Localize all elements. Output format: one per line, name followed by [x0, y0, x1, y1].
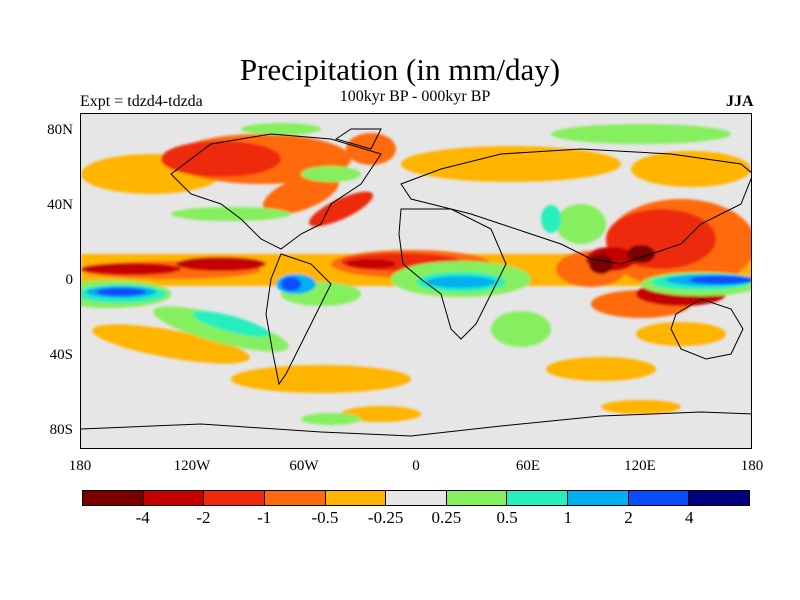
- colorbar-swatch: [264, 491, 326, 505]
- coastlines: [81, 128, 751, 437]
- lat-label-40n: 40N: [47, 197, 73, 213]
- colorbar: [82, 490, 750, 506]
- lon-label-120w: 120W: [173, 458, 211, 474]
- precipitation-map: [80, 113, 752, 449]
- precip-anomaly-field: [81, 123, 751, 425]
- lon-label-120e: 120E: [624, 458, 656, 474]
- lon-label-0: 0: [412, 458, 420, 474]
- chart-title: Precipitation (in mm/day): [239, 52, 561, 87]
- colorbar-label: -1: [257, 508, 272, 527]
- lat-label-40s: 40S: [49, 347, 73, 363]
- colorbar-label: 1: [563, 508, 573, 527]
- lat-label-80s: 80S: [49, 422, 73, 438]
- colorbar-swatch: [204, 491, 265, 505]
- lat-label-0: 0: [65, 272, 74, 288]
- experiment-label: Expt = tdzd4-tdzda: [80, 93, 203, 110]
- chart-subtitle: 100kyr BP - 000kyr BP: [339, 88, 491, 105]
- colorbar-label: -2: [196, 508, 211, 527]
- map-svg: [81, 123, 751, 437]
- colorbar-swatch: [143, 491, 205, 505]
- colorbar-swatch: [386, 491, 447, 505]
- lat-label-80n: 80N: [47, 122, 73, 138]
- colorbar-label: -0.5: [311, 508, 339, 527]
- colorbar-label: -0.25: [367, 508, 404, 527]
- colorbar-label: 2: [624, 508, 633, 527]
- lon-label-60e: 60E: [515, 458, 541, 474]
- colorbar-swatch: [568, 491, 629, 505]
- colorbar-swatch: [507, 491, 569, 505]
- colorbar-label: 0.25: [431, 508, 462, 527]
- colorbar-label: -4: [135, 508, 150, 527]
- colorbar-label: 4: [685, 508, 694, 527]
- colorbar-swatch: [628, 491, 690, 505]
- lon-label-180w: 180: [68, 458, 92, 474]
- season-label: JJA: [726, 93, 754, 110]
- lon-label-60w: 60W: [289, 458, 319, 474]
- colorbar-swatch: [325, 491, 387, 505]
- colorbar-label: 0.5: [496, 508, 518, 527]
- colorbar-swatch: [446, 491, 508, 505]
- colorbar-swatch: [83, 491, 144, 505]
- colorbar-swatch: [689, 491, 750, 505]
- lon-label-180e: 180: [740, 458, 764, 474]
